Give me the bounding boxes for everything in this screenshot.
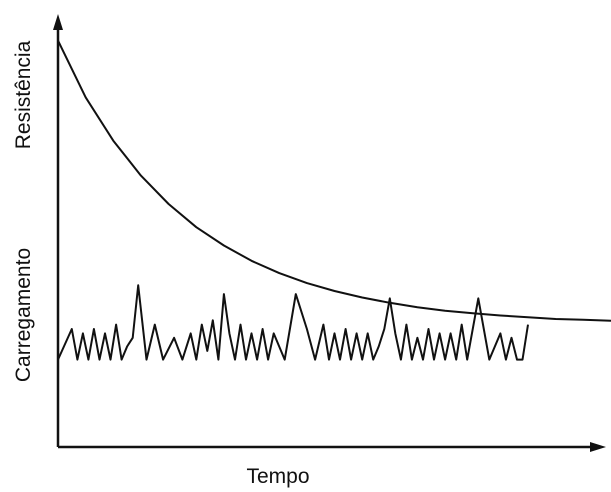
series-line-carregamento (57, 284, 529, 361)
y-axis-label-lower: Carregamento (12, 248, 35, 382)
series-line-resistencia (57, 40, 611, 322)
y-axis-arrowhead (53, 14, 63, 30)
x-axis-arrowhead (590, 442, 606, 452)
y-axis-label-upper: Resistência (12, 40, 35, 149)
x-axis-label: Tempo (246, 465, 309, 488)
